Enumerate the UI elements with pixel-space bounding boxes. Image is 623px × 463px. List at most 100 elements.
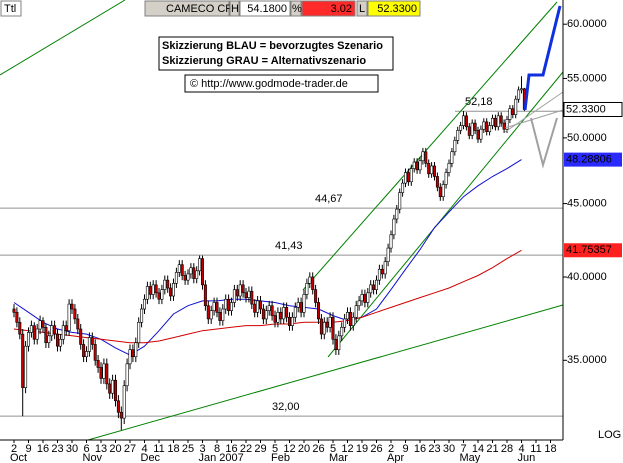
candle-body xyxy=(464,115,468,128)
source: © http://www.godmode-trader.de xyxy=(190,78,348,90)
x-tick-label: 4 xyxy=(518,443,524,455)
candle-body xyxy=(230,302,234,311)
ma-line xyxy=(13,159,522,356)
candle-body xyxy=(467,126,471,136)
candle-body xyxy=(345,312,349,320)
candle-body xyxy=(55,333,59,347)
candle-body xyxy=(479,128,483,140)
header: Ttl CAMECO CP H 54.1800 % 3.02 L 52.3300 xyxy=(0,0,421,17)
x-tick-label: 16 xyxy=(37,443,49,455)
candle-body xyxy=(61,325,65,340)
candle-body xyxy=(424,151,428,164)
candle-body xyxy=(160,289,164,300)
candle-body xyxy=(35,328,39,340)
x-tick-label: 23 xyxy=(51,443,63,455)
candle-body xyxy=(172,282,176,297)
candle-body xyxy=(461,115,465,126)
candle-body xyxy=(177,264,181,273)
candle-body xyxy=(270,305,274,316)
candle-body xyxy=(58,338,62,347)
gray-line xyxy=(504,91,564,133)
candle-body xyxy=(50,325,54,337)
trend-line xyxy=(87,304,564,441)
x-tick-label: 9 xyxy=(25,443,31,455)
candle-body xyxy=(108,383,112,394)
candle-body xyxy=(488,125,492,132)
candle-body xyxy=(340,327,344,337)
candle-body xyxy=(157,292,161,300)
candle-body xyxy=(18,321,22,335)
level-label: 41,43 xyxy=(275,240,303,252)
candle-body xyxy=(264,310,268,320)
candle-body xyxy=(96,359,100,368)
month-label: Mar xyxy=(329,452,348,463)
candle-body xyxy=(305,282,309,295)
candle-body xyxy=(398,192,402,210)
month-label: May xyxy=(460,452,481,463)
candle-body xyxy=(131,349,135,358)
candle-body xyxy=(427,163,431,175)
candle-body xyxy=(351,316,355,326)
x-tick-label: 7 xyxy=(460,443,466,455)
candle-body xyxy=(337,335,341,350)
candle-body xyxy=(273,315,277,323)
candle-body xyxy=(41,320,45,328)
candle-body xyxy=(67,303,71,332)
candle-body xyxy=(47,335,51,344)
candle-body xyxy=(282,307,286,320)
candle-body xyxy=(502,122,506,130)
candle-body xyxy=(319,318,323,335)
x-tick-label: 23 xyxy=(428,443,440,455)
candle-body xyxy=(140,308,144,323)
candle-body xyxy=(15,312,19,323)
month-label: Oct xyxy=(10,452,27,463)
candle-body xyxy=(383,261,387,275)
candle-body xyxy=(314,289,318,303)
x-tick-label: 30 xyxy=(443,443,455,455)
last-flag: L xyxy=(359,3,365,15)
candle-body xyxy=(224,298,228,310)
x-tick-label: 20 xyxy=(109,443,121,455)
level-label: 44,67 xyxy=(315,193,343,205)
candle-body xyxy=(441,184,445,197)
candle-body xyxy=(154,284,158,294)
candle-body xyxy=(285,307,289,318)
candle-body xyxy=(203,284,207,307)
x-tick-label: 2 xyxy=(11,443,17,455)
candle-body xyxy=(24,345,28,388)
candle-body xyxy=(406,172,410,183)
candle-body xyxy=(386,247,390,262)
candle-body xyxy=(212,302,216,311)
candle-body xyxy=(174,272,178,284)
ma-label: 48.28806 xyxy=(566,154,612,166)
high-value: 54.1800 xyxy=(247,3,287,15)
x-tick-label: 14 xyxy=(472,443,484,455)
candle-body xyxy=(473,122,477,131)
candle-body xyxy=(412,161,416,169)
candle-body xyxy=(459,125,463,131)
candle-body xyxy=(401,182,405,193)
x-tick-label: 8 xyxy=(214,443,220,455)
candle-body xyxy=(470,122,474,136)
candle-body xyxy=(87,337,91,352)
candle-body xyxy=(435,176,439,188)
candle-body xyxy=(247,290,251,298)
candle-body xyxy=(227,298,231,311)
candle-body xyxy=(111,379,115,394)
last-value: 52.3300 xyxy=(377,3,417,15)
candle-body xyxy=(354,305,358,318)
candle-body xyxy=(195,270,199,279)
last-box xyxy=(367,0,421,17)
candle-body xyxy=(114,379,118,402)
candle-body xyxy=(499,115,503,124)
candle-body xyxy=(238,284,242,297)
candle-body xyxy=(519,88,523,91)
scenario-sketch xyxy=(504,5,564,169)
month-label: Dec xyxy=(141,452,161,463)
x-tick-label: 21 xyxy=(486,443,498,455)
candle-body xyxy=(99,367,103,379)
candle-body xyxy=(198,258,202,272)
candle-body xyxy=(296,302,300,308)
candle-body xyxy=(328,316,332,328)
